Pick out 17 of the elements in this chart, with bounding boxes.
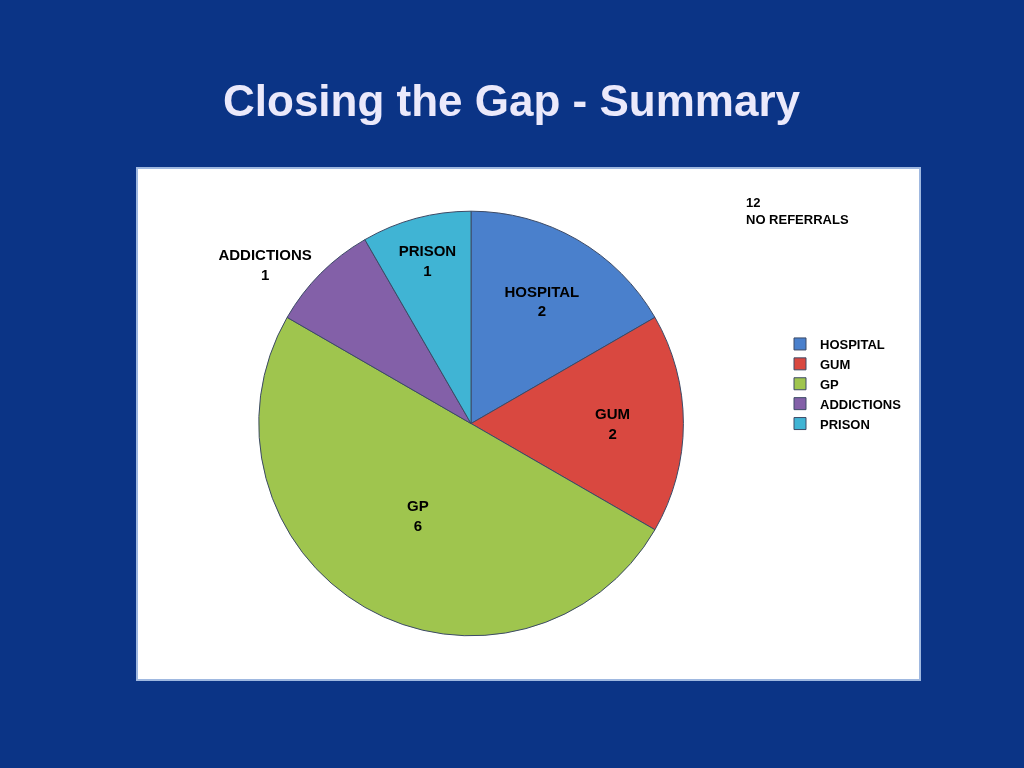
data-label: 1 <box>260 265 270 283</box>
chart-title: Closing the Gap - Summary <box>223 76 801 125</box>
legend-label: HOSPITAL <box>820 337 885 353</box>
legend-label: GUM <box>820 356 851 372</box>
legend-label: ADDICTIONS <box>820 396 902 412</box>
slice-label: GUM <box>595 405 631 423</box>
data-label: 6 <box>413 516 423 534</box>
slice-label: HOSPITAL <box>504 282 580 300</box>
legend-label: PRISON <box>820 416 870 432</box>
data-label: 2 <box>608 424 617 442</box>
slice-label: GP <box>407 497 429 515</box>
slice-label: PRISON <box>398 242 457 260</box>
data-label: 1 <box>423 261 432 279</box>
slice-label: ADDICTIONS <box>218 246 312 264</box>
data-label: 2 <box>537 302 546 320</box>
legend-label: GP <box>820 376 840 392</box>
text: 12 NO REFERRALS <box>746 195 849 227</box>
